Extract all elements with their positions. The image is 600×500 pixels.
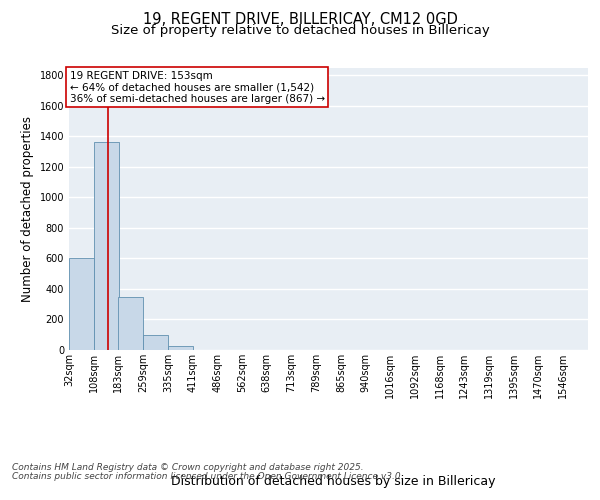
Text: 19, REGENT DRIVE, BILLERICAY, CM12 0GD: 19, REGENT DRIVE, BILLERICAY, CM12 0GD: [143, 12, 457, 28]
Text: 19 REGENT DRIVE: 153sqm
← 64% of detached houses are smaller (1,542)
36% of semi: 19 REGENT DRIVE: 153sqm ← 64% of detache…: [70, 70, 325, 104]
Bar: [94, 142, 119, 350]
Bar: [168, 346, 193, 350]
Bar: [118, 296, 143, 350]
Text: Size of property relative to detached houses in Billericay: Size of property relative to detached ho…: [110, 24, 490, 37]
Text: Distribution of detached houses by size in Billericay: Distribution of detached houses by size …: [171, 474, 495, 488]
Text: Contains public sector information licensed under the Open Government Licence v3: Contains public sector information licen…: [12, 472, 404, 481]
Bar: [69, 258, 94, 350]
Text: Contains HM Land Registry data © Crown copyright and database right 2025.: Contains HM Land Registry data © Crown c…: [12, 464, 364, 472]
Y-axis label: Number of detached properties: Number of detached properties: [21, 116, 34, 302]
Bar: [143, 336, 168, 350]
